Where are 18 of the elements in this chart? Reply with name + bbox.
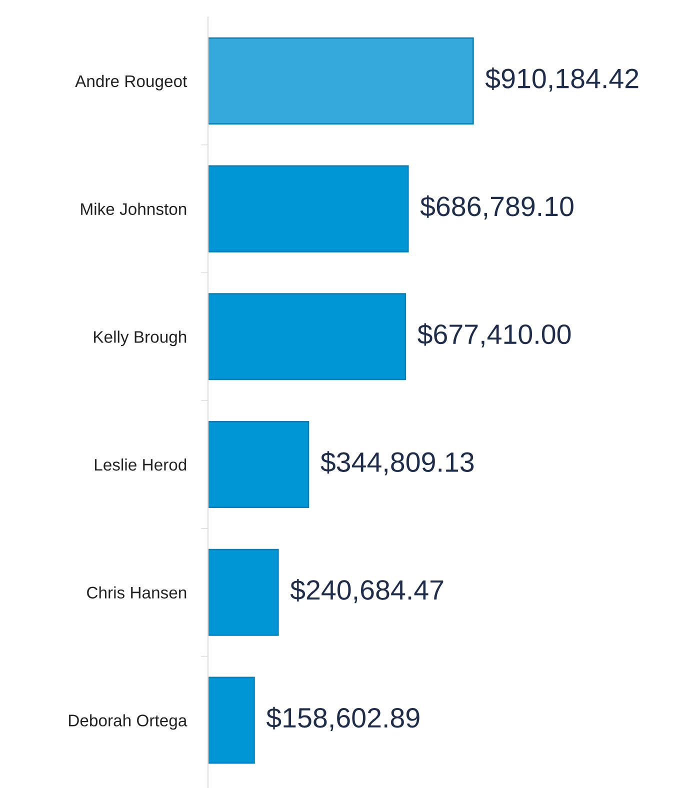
bar xyxy=(208,420,310,508)
bar xyxy=(208,37,474,124)
bar xyxy=(208,548,279,636)
data-label: $344,809.13 xyxy=(320,451,474,476)
bar xyxy=(208,293,406,380)
data-label: $686,789.10 xyxy=(420,195,574,220)
data-label: $240,684.47 xyxy=(290,578,444,604)
y-tick-label: Chris Hansen xyxy=(87,586,186,599)
y-tick-label: Leslie Herod xyxy=(94,458,186,471)
y-tick-label: Deborah Ortega xyxy=(69,714,188,730)
y-tick-label: Andre Rougeot xyxy=(75,74,188,90)
y-tick-label: Kelly Brough xyxy=(94,330,186,346)
y-tick-label: Mike Johnston xyxy=(81,202,186,215)
bar xyxy=(208,165,409,252)
data-label: $910,184.42 xyxy=(485,68,638,92)
data-label: $677,410.00 xyxy=(418,323,571,348)
data-label: $158,602.89 xyxy=(266,706,420,731)
bar xyxy=(208,676,255,764)
